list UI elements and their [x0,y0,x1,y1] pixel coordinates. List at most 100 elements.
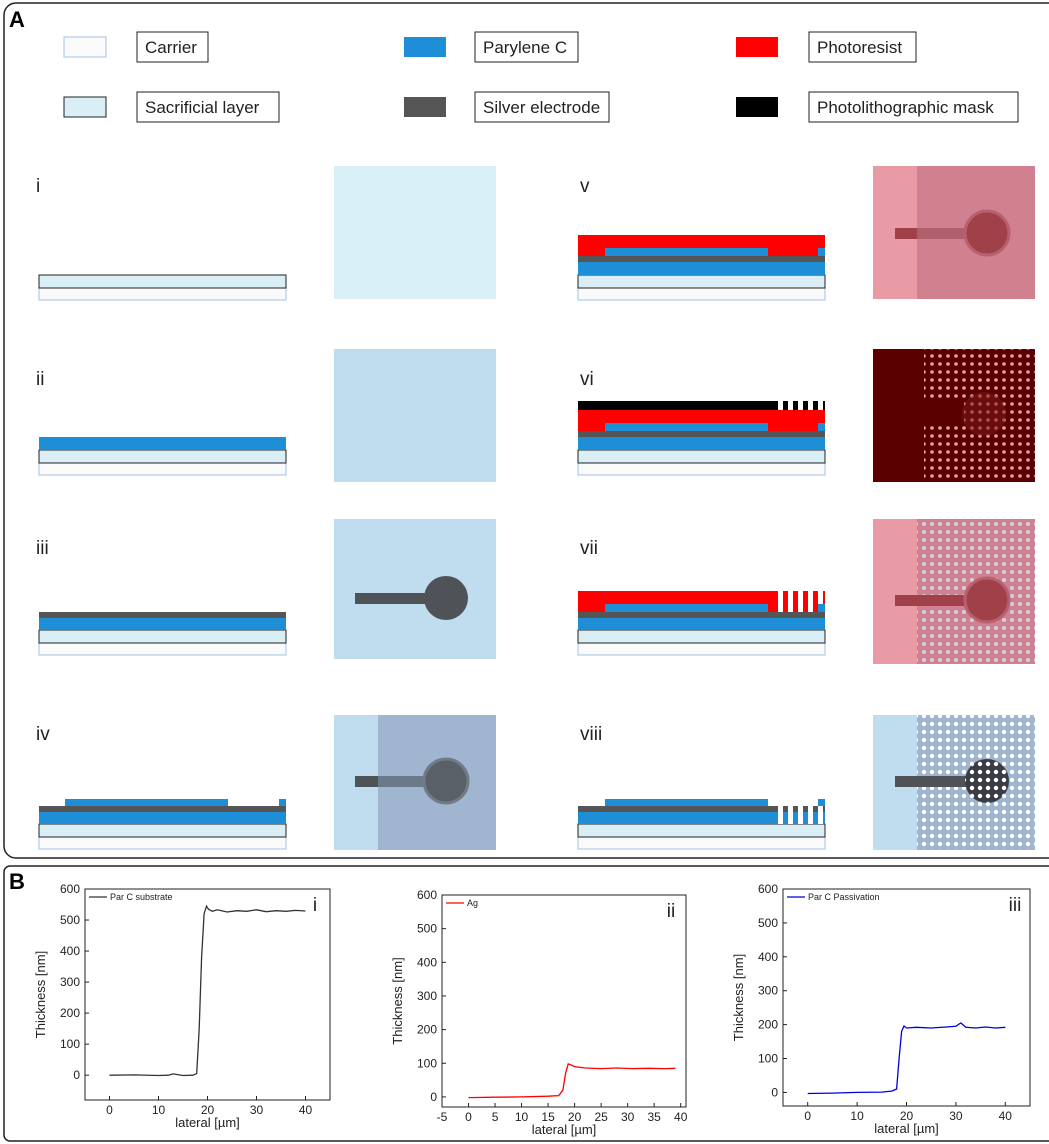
legend-parylene-label: Parylene C [483,38,567,57]
legend-photoresist-swatch [736,37,778,57]
legend-mask-box [808,91,1019,123]
plot-area [441,894,687,1108]
legend-mask-swatch [736,97,778,117]
y-tick-label: 300 [758,984,778,998]
y-tick-label: 200 [60,1006,80,1020]
y-tick-label: 500 [758,916,778,930]
y-tick-label: 200 [417,1023,437,1037]
chart-roman-label: iii [1009,895,1022,916]
y-tick-label: 400 [417,955,437,969]
legend-silver-label: Silver electrode [483,98,600,117]
y-tick-label: 0 [771,1085,778,1099]
x-tick-label: 30 [250,1103,264,1117]
x-tick-label: 20 [900,1109,914,1123]
legend-parylene-box [474,31,579,63]
legend-mask-label: Photolithographic mask [817,98,994,117]
y-axis-label: Thickness [nm] [390,957,405,1044]
y-tick-label: 300 [417,989,437,1003]
y-tick-label: 600 [60,882,80,896]
x-tick-label: 40 [674,1110,688,1124]
step-label-ii: ii [36,369,44,390]
step-ii-cross-section [38,437,287,476]
y-tick-label: 500 [60,913,80,927]
step-vi-cross-section [577,401,826,476]
x-axis-label: lateral [µm] [532,1122,597,1137]
legend-sacrificial-box [136,91,280,123]
series-line [109,904,306,1077]
step-viii-topview [873,715,1035,850]
y-tick-label: 600 [758,882,778,896]
plot-area [84,888,331,1101]
panel-b-letter: B [9,869,25,894]
step-label-iv: iv [36,724,50,745]
panel-a-letter: A [9,7,25,32]
x-tick-label: 30 [949,1109,963,1123]
legend-carrier-label: Carrier [145,38,197,57]
step-i-cross-section [38,274,287,301]
legend-photoresist-box [808,31,917,63]
step-vi-topview [873,349,1035,482]
chart-roman-label: ii [667,901,675,922]
x-tick-label: 40 [299,1103,313,1117]
step-label-viii: viii [580,724,602,745]
x-tick-label: 0 [804,1109,811,1123]
y-tick-label: 0 [73,1068,80,1082]
y-tick-label: 500 [417,922,437,936]
legend-photoresist-label: Photoresist [817,38,902,57]
y-tick-label: 0 [430,1090,437,1104]
y-tick-label: 100 [758,1052,778,1066]
legend-parylene-swatch [404,37,446,57]
x-tick-label: 5 [492,1110,499,1124]
y-tick-label: 300 [60,975,80,989]
x-tick-label: 15 [541,1110,555,1124]
y-tick-label: 400 [60,944,80,958]
legend-silver-box [474,91,610,123]
x-tick-label: -5 [437,1110,448,1124]
chart-roman-label: i [313,895,317,916]
step-label-vii: vii [580,538,598,559]
y-tick-label: 100 [417,1056,437,1070]
x-tick-label: 40 [999,1109,1013,1123]
y-axis-label: Thickness [nm] [33,951,48,1038]
x-tick-label: 20 [201,1103,215,1117]
x-tick-label: 30 [621,1110,635,1124]
y-tick-label: 200 [758,1018,778,1032]
step-vii-topview [873,519,1035,664]
step-vii-cross-section [577,591,826,656]
step-label-v: v [580,176,590,197]
legend-label: Ag [467,898,478,908]
x-tick-label: 0 [106,1103,113,1117]
legend-carrier-swatch [63,36,107,58]
step-iv-cross-section [38,799,287,850]
legend: Carrier Parylene C Photoresist Sacrifici… [63,31,1019,123]
step-label-iii: iii [36,538,49,559]
x-tick-label: 25 [594,1110,608,1124]
legend-silver-swatch [404,97,446,117]
chart-iii: 0 100 200 300 400 500 600 0 10 20 30 40 lateral [µm]… [731,882,1031,1136]
step-iii-topview [334,519,496,659]
step-i-topview [334,166,496,299]
step-label-vi: vi [580,369,594,390]
step-v-cross-section [577,235,826,301]
step-label-i: i [36,176,40,197]
panel-b-frame [3,865,1049,1142]
step-viii-cross-section [577,799,826,850]
x-axis-label: lateral [µm] [175,1115,240,1130]
legend-label: Par C Passivation [808,892,880,902]
legend-carrier-box [136,31,209,63]
step-ii-topview [334,349,496,482]
legend-sacrificial-swatch [63,96,107,118]
x-tick-label: 35 [647,1110,661,1124]
legend-label: Par C substrate [110,892,173,902]
plot-area [782,888,1031,1107]
y-axis-label: Thickness [nm] [731,954,746,1041]
y-tick-label: 100 [60,1037,80,1051]
x-tick-label: 10 [515,1110,529,1124]
series-line [468,1063,676,1099]
panel-a-frame [3,2,1049,859]
y-tick-label: 400 [758,950,778,964]
step-iv-topview [334,715,496,850]
